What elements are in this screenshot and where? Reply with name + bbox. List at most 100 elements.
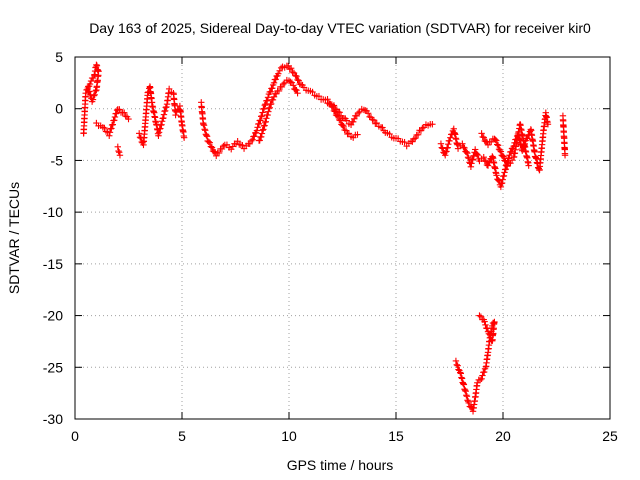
data-point xyxy=(354,109,362,117)
y-tick-label: -30 xyxy=(43,411,63,427)
data-point xyxy=(111,117,118,124)
data-point xyxy=(101,124,108,132)
data-point xyxy=(262,118,269,125)
data-point xyxy=(414,131,422,138)
data-point xyxy=(499,176,506,183)
data-point xyxy=(337,117,344,124)
data-point xyxy=(464,149,471,157)
data-point xyxy=(340,122,347,130)
x-tick-label: 25 xyxy=(602,428,618,444)
data-point xyxy=(206,139,214,146)
data-point xyxy=(461,144,468,152)
data-point xyxy=(116,149,123,156)
data-point xyxy=(443,148,450,155)
data-point xyxy=(286,66,293,73)
data-point xyxy=(480,134,487,141)
data-point xyxy=(269,84,276,92)
data-point xyxy=(108,125,115,132)
data-point xyxy=(458,375,466,382)
data-point xyxy=(294,90,301,97)
data-point xyxy=(287,65,295,72)
data-point xyxy=(493,141,501,148)
data-point xyxy=(253,127,261,134)
data-point xyxy=(497,183,505,191)
data-point xyxy=(294,76,301,84)
data-point xyxy=(460,380,467,387)
data-point xyxy=(462,388,469,395)
data-point xyxy=(372,120,379,127)
data-point xyxy=(315,92,323,100)
data-point xyxy=(412,135,419,142)
data-point xyxy=(500,153,507,160)
data-point xyxy=(267,88,274,95)
data-point xyxy=(502,165,509,173)
data-point xyxy=(459,140,466,147)
data-point xyxy=(116,152,124,159)
data-point xyxy=(501,169,508,176)
data-point xyxy=(247,137,255,145)
data-point xyxy=(272,90,280,97)
data-point xyxy=(86,91,94,99)
data-point xyxy=(561,152,569,159)
data-point xyxy=(266,104,273,111)
data-point xyxy=(468,160,475,167)
data-point xyxy=(289,68,296,76)
data-point xyxy=(339,122,346,129)
data-point xyxy=(158,121,165,128)
data-point xyxy=(325,99,333,107)
data-point xyxy=(292,86,299,93)
data-point xyxy=(203,132,210,139)
y-tick-label: -20 xyxy=(43,308,63,324)
data-point xyxy=(293,73,300,80)
data-point xyxy=(276,67,283,74)
data-point xyxy=(111,113,119,121)
data-point xyxy=(255,120,263,127)
data-point xyxy=(442,152,449,159)
data-point xyxy=(287,78,294,86)
data-point xyxy=(500,172,508,180)
x-tick-label: 15 xyxy=(388,428,404,444)
data-point xyxy=(157,125,164,132)
data-point xyxy=(467,163,475,170)
data-point xyxy=(532,154,539,161)
data-point xyxy=(474,379,481,386)
data-point xyxy=(329,104,337,111)
data-point xyxy=(370,116,378,124)
data-point xyxy=(93,86,100,94)
data-point xyxy=(464,398,472,405)
data-point xyxy=(263,97,271,104)
data-point xyxy=(202,127,209,134)
data-point xyxy=(234,138,241,145)
plot-frame xyxy=(74,56,611,420)
data-point xyxy=(437,140,445,147)
data-point xyxy=(278,83,286,91)
data-point xyxy=(257,117,264,124)
data-point xyxy=(476,376,484,384)
data-point xyxy=(258,130,266,137)
data-point xyxy=(353,112,360,120)
data-point xyxy=(474,151,481,159)
data-point xyxy=(476,312,483,319)
data-point xyxy=(106,129,114,136)
data-points xyxy=(80,61,569,415)
data-point xyxy=(205,138,212,146)
data-point xyxy=(267,100,275,108)
data-point xyxy=(85,88,92,95)
data-point xyxy=(419,124,426,132)
data-point xyxy=(121,109,128,116)
data-point xyxy=(115,147,122,155)
data-point xyxy=(507,148,515,155)
data-point xyxy=(499,152,506,160)
axis-ticks xyxy=(74,56,611,420)
data-point xyxy=(106,132,113,139)
data-point xyxy=(136,130,143,137)
data-point xyxy=(336,116,343,124)
data-point xyxy=(482,158,490,165)
data-point xyxy=(457,370,465,377)
data-point xyxy=(218,145,226,153)
data-point xyxy=(463,393,471,400)
data-point xyxy=(158,118,166,125)
data-point xyxy=(203,133,211,140)
